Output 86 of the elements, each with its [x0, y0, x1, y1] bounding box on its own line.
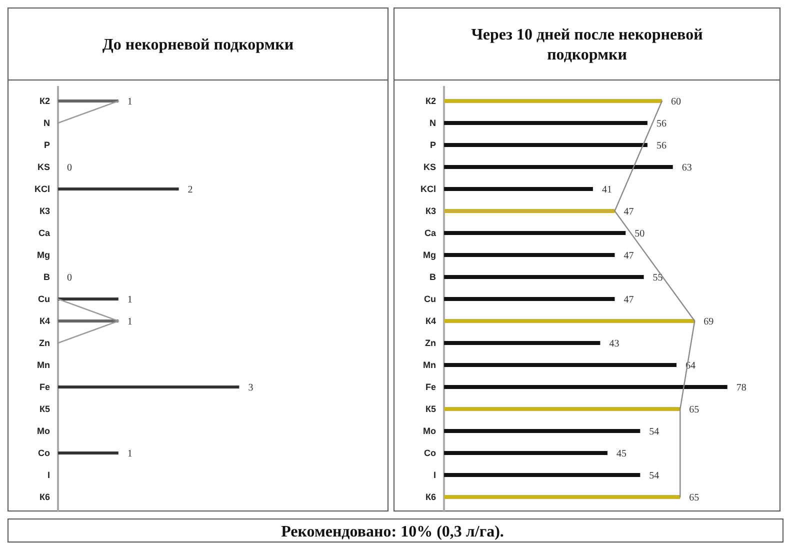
- bar: [444, 253, 615, 257]
- bar: [444, 407, 680, 411]
- data-label: 1: [127, 316, 132, 328]
- data-label: 55: [652, 272, 663, 284]
- y-tick-label: KCl: [420, 184, 436, 194]
- chart-title: Через 10 дней после некорневой подкормки: [471, 26, 703, 64]
- data-label: 47: [624, 206, 634, 218]
- chart-title: До некорневой подкормки: [102, 36, 294, 54]
- bar: [444, 275, 644, 279]
- bar: [444, 187, 593, 191]
- data-label: 1: [127, 448, 132, 460]
- bar: [444, 451, 608, 455]
- data-label: 47: [624, 250, 634, 262]
- bar: [444, 319, 695, 323]
- bar: [444, 121, 648, 125]
- y-tick-label: К6: [40, 492, 50, 502]
- data-label: 56: [656, 118, 666, 130]
- y-tick-label: К4: [426, 316, 436, 326]
- y-tick-label: Zn: [39, 338, 50, 348]
- data-label: 41: [602, 184, 612, 196]
- y-tick-label: N: [44, 118, 50, 128]
- y-tick-label: Mo: [37, 426, 50, 436]
- data-label: 63: [682, 162, 692, 174]
- y-tick-label: К5: [426, 404, 436, 414]
- y-tick-label: KS: [423, 162, 436, 172]
- y-tick-label: К3: [426, 206, 436, 216]
- bar: [444, 341, 600, 345]
- bar: [444, 231, 626, 235]
- data-label: 1: [127, 294, 132, 306]
- y-tick-label: Zn: [425, 338, 436, 348]
- y-tick-label: К4: [40, 316, 50, 326]
- y-tick-label: B: [430, 272, 436, 282]
- bar: [444, 429, 640, 433]
- bar: [444, 99, 662, 103]
- data-label: 65: [689, 404, 700, 416]
- data-label: 1: [127, 96, 132, 108]
- data-label: 78: [736, 382, 746, 394]
- y-tick-label: P: [430, 140, 436, 150]
- y-tick-label: Co: [38, 448, 50, 458]
- y-tick-label: Cu: [38, 294, 50, 304]
- y-tick-label: KCl: [34, 184, 50, 194]
- y-tick-label: Mn: [423, 360, 436, 370]
- data-label: 47: [624, 294, 634, 306]
- y-tick-label: Mo: [423, 426, 436, 436]
- data-label: 50: [634, 228, 645, 240]
- y-tick-label: К6: [426, 492, 436, 502]
- data-label: 0: [67, 272, 72, 284]
- bar: [444, 363, 676, 367]
- y-tick-label: N: [430, 118, 436, 128]
- data-label: 60: [670, 96, 681, 108]
- bar: [444, 495, 680, 499]
- y-tick-label: Cu: [424, 294, 436, 304]
- y-tick-label: К3: [40, 206, 50, 216]
- y-tick-label: Mg: [423, 250, 436, 260]
- bar: [444, 385, 728, 389]
- data-label: 2: [188, 184, 193, 196]
- data-label: 69: [704, 316, 714, 328]
- data-label: 56: [656, 140, 666, 152]
- data-label: 0: [67, 162, 72, 174]
- data-label: 54: [649, 470, 660, 482]
- data-label: 3: [248, 382, 254, 394]
- y-tick-label: Ca: [424, 228, 437, 238]
- y-tick-label: Co: [424, 448, 436, 458]
- y-tick-label: К2: [426, 96, 436, 106]
- data-label: 45: [616, 448, 626, 460]
- bar: [444, 165, 673, 169]
- y-tick-label: B: [44, 272, 50, 282]
- y-tick-label: К2: [40, 96, 50, 106]
- bar: [444, 143, 648, 147]
- text: Рекомендовано: 10% (0,3 л/га).: [281, 524, 504, 541]
- y-tick-label: Fe: [39, 382, 50, 392]
- y-tick-label: К5: [40, 404, 50, 414]
- bar: [444, 297, 615, 301]
- y-tick-label: Mg: [37, 250, 50, 260]
- data-label: 54: [649, 426, 660, 438]
- data-label: 43: [609, 338, 620, 350]
- y-tick-label: Fe: [425, 382, 436, 392]
- bar: [444, 473, 640, 477]
- y-tick-label: P: [44, 140, 50, 150]
- bar: [444, 209, 615, 213]
- data-label: 65: [689, 492, 700, 504]
- y-tick-label: I: [433, 470, 436, 480]
- y-tick-label: KS: [37, 162, 50, 172]
- y-tick-label: I: [47, 470, 50, 480]
- y-tick-label: Mn: [37, 360, 50, 370]
- y-tick-label: Ca: [38, 228, 51, 238]
